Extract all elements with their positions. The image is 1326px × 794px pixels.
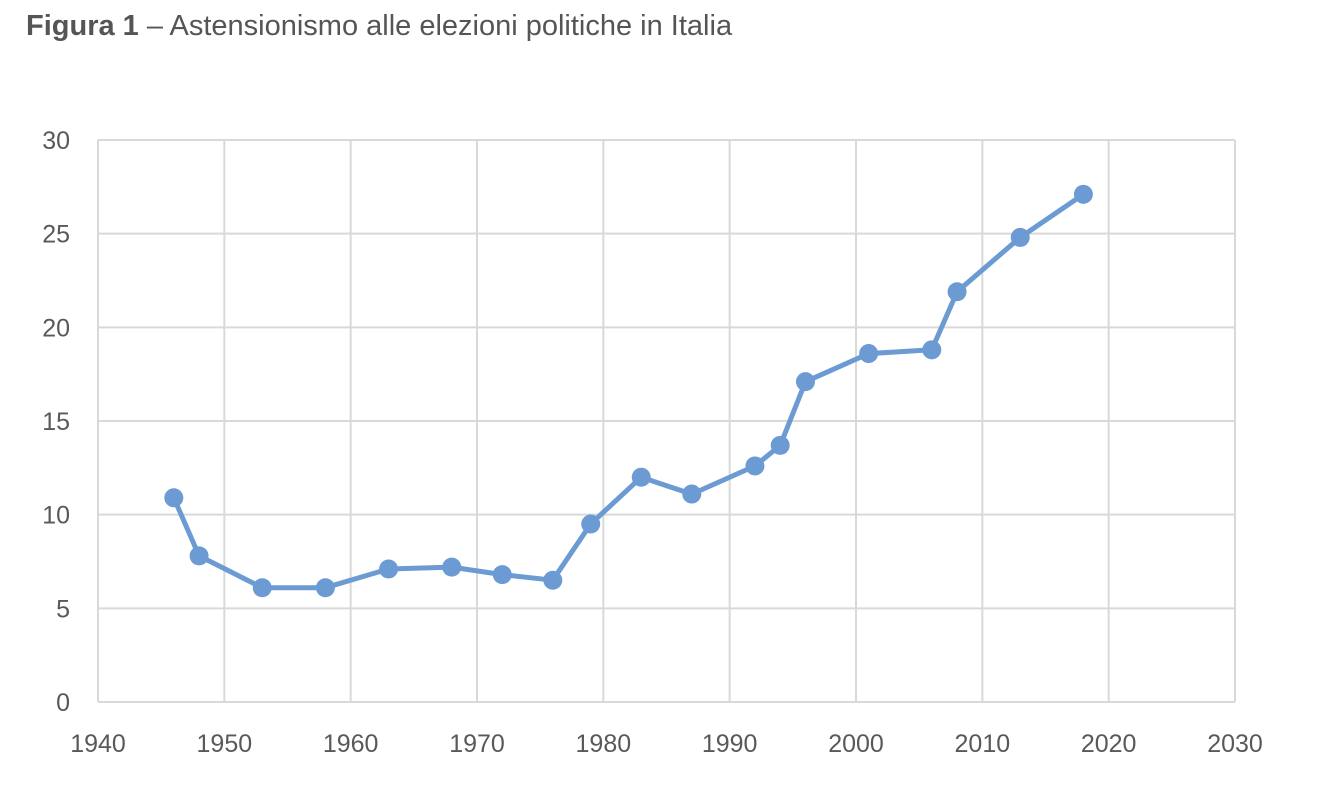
series-line	[171, 191, 1086, 591]
data-point	[770, 435, 790, 455]
data-point	[947, 282, 967, 302]
grid-lines	[97, 139, 1236, 703]
data-series	[164, 184, 1093, 598]
data-point	[1010, 227, 1030, 247]
x-tick-label: 1980	[576, 730, 632, 758]
data-point	[682, 484, 702, 504]
data-point	[252, 578, 272, 598]
y-tick-label: 20	[42, 314, 70, 342]
data-point	[581, 514, 601, 534]
data-point	[379, 559, 399, 579]
data-point	[745, 456, 765, 476]
x-tick-label: 1970	[449, 730, 505, 758]
x-tick-label: 1940	[70, 730, 126, 758]
y-tick-label: 5	[56, 595, 70, 623]
y-tick-label: 25	[42, 221, 70, 249]
x-tick-label: 2020	[1081, 730, 1137, 758]
figure-title: Figura 1 – Astensionismo alle elezioni p…	[26, 10, 732, 43]
x-tick-label: 1950	[197, 730, 253, 758]
tick-labels: 0 5 10 15 20 25 30 1940 1950 1960 1970 1980 1990 2000…	[42, 127, 1263, 758]
y-tick-label: 15	[42, 408, 70, 436]
x-tick-label: 1960	[323, 730, 379, 758]
x-tick-label: 2030	[1207, 730, 1263, 758]
data-point	[442, 557, 462, 577]
data-point	[795, 372, 815, 392]
x-tick-label: 2000	[828, 730, 884, 758]
data-point	[189, 546, 209, 566]
x-tick-label: 2010	[955, 730, 1011, 758]
y-tick-label: 30	[42, 127, 70, 155]
data-point	[922, 340, 942, 360]
figure-label: Figura 1	[26, 10, 139, 42]
y-tick-label: 10	[42, 502, 70, 530]
data-point	[631, 467, 651, 487]
figure-caption: Astensionismo alle elezioni politiche in…	[169, 10, 733, 42]
data-point	[543, 570, 563, 590]
data-point	[164, 488, 184, 508]
data-point	[1073, 184, 1093, 204]
x-tick-label: 1990	[702, 730, 758, 758]
data-point	[859, 344, 879, 364]
y-tick-label: 0	[56, 689, 70, 717]
data-point	[492, 565, 512, 585]
figure-separator: –	[146, 10, 164, 42]
data-point	[315, 578, 335, 598]
